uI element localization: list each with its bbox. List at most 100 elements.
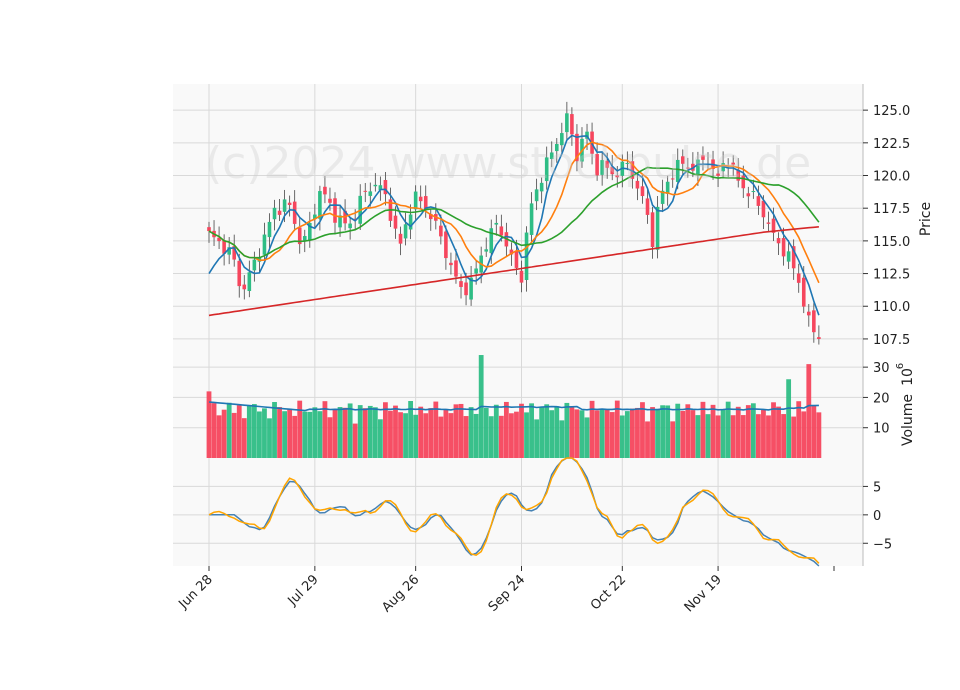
candle-body xyxy=(237,260,242,287)
price-tick-label: 122.5 xyxy=(873,137,910,152)
volume-bar xyxy=(806,364,812,458)
volume-scale-exponent: 6 xyxy=(895,363,906,369)
candle-body xyxy=(318,191,322,219)
candle-body xyxy=(272,207,277,220)
price-tick-label: 125.0 xyxy=(873,104,910,119)
volume-bar xyxy=(554,406,560,458)
volume-bar xyxy=(357,405,363,458)
candle-body xyxy=(625,162,630,164)
candle-body xyxy=(534,189,539,202)
volume-tick-label: 30 xyxy=(873,361,890,376)
volume-bar xyxy=(367,405,373,458)
volume-bar xyxy=(761,409,766,458)
volume-bar xyxy=(514,411,519,458)
moving-average-line xyxy=(208,141,820,284)
volume-bar xyxy=(231,412,237,458)
candle-body xyxy=(539,182,544,192)
candle-body xyxy=(665,181,670,194)
candle-body xyxy=(701,155,705,160)
candle-body xyxy=(257,257,262,262)
candle-body xyxy=(565,113,569,133)
volume-bar xyxy=(660,405,666,458)
volume-bar xyxy=(509,413,514,458)
volume-bar xyxy=(589,400,595,458)
volume-bar xyxy=(519,403,524,458)
volume-bar xyxy=(735,406,741,458)
candle-body xyxy=(610,166,615,175)
volume-bar xyxy=(236,405,242,458)
candle-body xyxy=(776,238,781,244)
volume-bar xyxy=(277,407,282,458)
volume-bar xyxy=(433,401,439,458)
candle-body xyxy=(675,159,680,182)
volume-bar xyxy=(675,403,681,458)
candle-body xyxy=(494,222,499,225)
x-tick-label: Jul 29 xyxy=(285,572,322,609)
volume-bar xyxy=(287,408,293,458)
volume-axis-title: Volume xyxy=(900,394,916,446)
candle-body xyxy=(459,281,463,287)
candle-body xyxy=(444,231,448,259)
volume-bar xyxy=(670,421,676,458)
price-panel xyxy=(207,101,821,345)
volume-bar xyxy=(453,404,459,458)
x-tick-label: Aug 26 xyxy=(379,572,422,615)
candle-body xyxy=(560,133,564,146)
volume-bar xyxy=(650,407,655,458)
volume-bar xyxy=(257,411,262,458)
volume-bar xyxy=(524,412,529,458)
price-tick-label: 115.0 xyxy=(873,235,910,250)
volume-tick-label: 10 xyxy=(873,422,890,437)
volume-bar xyxy=(362,408,368,458)
volume-bar xyxy=(383,402,388,458)
candle-body xyxy=(801,277,806,307)
price-panel-bg xyxy=(173,84,863,352)
candle-body xyxy=(378,185,383,191)
candle-body xyxy=(287,202,292,205)
candle-body xyxy=(736,169,741,181)
candle-body xyxy=(277,210,282,215)
candle-body xyxy=(741,175,746,189)
volume-bar xyxy=(564,402,570,458)
candle-body xyxy=(796,273,801,283)
volume-bar xyxy=(720,409,726,458)
volume-bar xyxy=(619,415,625,458)
volume-bar xyxy=(725,401,731,458)
x-tick-label: Sep 24 xyxy=(486,572,529,615)
volume-bar xyxy=(282,411,288,458)
volume-bar xyxy=(272,402,277,458)
candle-body xyxy=(282,199,287,212)
candle-body xyxy=(328,198,332,203)
volume-bar xyxy=(377,419,383,458)
candle-body xyxy=(232,246,237,260)
volume-bar xyxy=(695,415,701,458)
price-tick-label: 107.5 xyxy=(873,333,910,348)
volume-bar xyxy=(438,416,444,458)
candle-body xyxy=(600,160,604,175)
volume-bar xyxy=(710,404,716,458)
volume-bar xyxy=(690,410,696,458)
volume-bar xyxy=(740,415,746,458)
volume-bar xyxy=(635,407,640,458)
candle-body xyxy=(630,161,635,179)
volume-bar xyxy=(745,405,751,458)
candle-body xyxy=(660,190,665,204)
candle-body xyxy=(756,196,761,206)
candle-body xyxy=(474,268,478,274)
volume-bar xyxy=(332,409,338,458)
oscillator-tick-label: 5 xyxy=(873,480,881,495)
candle-body xyxy=(570,114,574,135)
candle-body xyxy=(781,238,786,257)
candle-body xyxy=(297,227,302,245)
candle-body xyxy=(408,214,413,230)
volume-bar xyxy=(786,379,792,458)
volume-bar xyxy=(408,400,414,458)
candle-body xyxy=(519,270,524,283)
candle-body xyxy=(817,337,821,339)
volume-bar xyxy=(730,415,736,458)
candle-body xyxy=(751,191,756,193)
oscillator-panel-bg xyxy=(173,458,863,566)
volume-bar xyxy=(372,407,378,458)
oscillator-tick-label: −5 xyxy=(873,537,892,552)
candle-body xyxy=(353,218,357,220)
